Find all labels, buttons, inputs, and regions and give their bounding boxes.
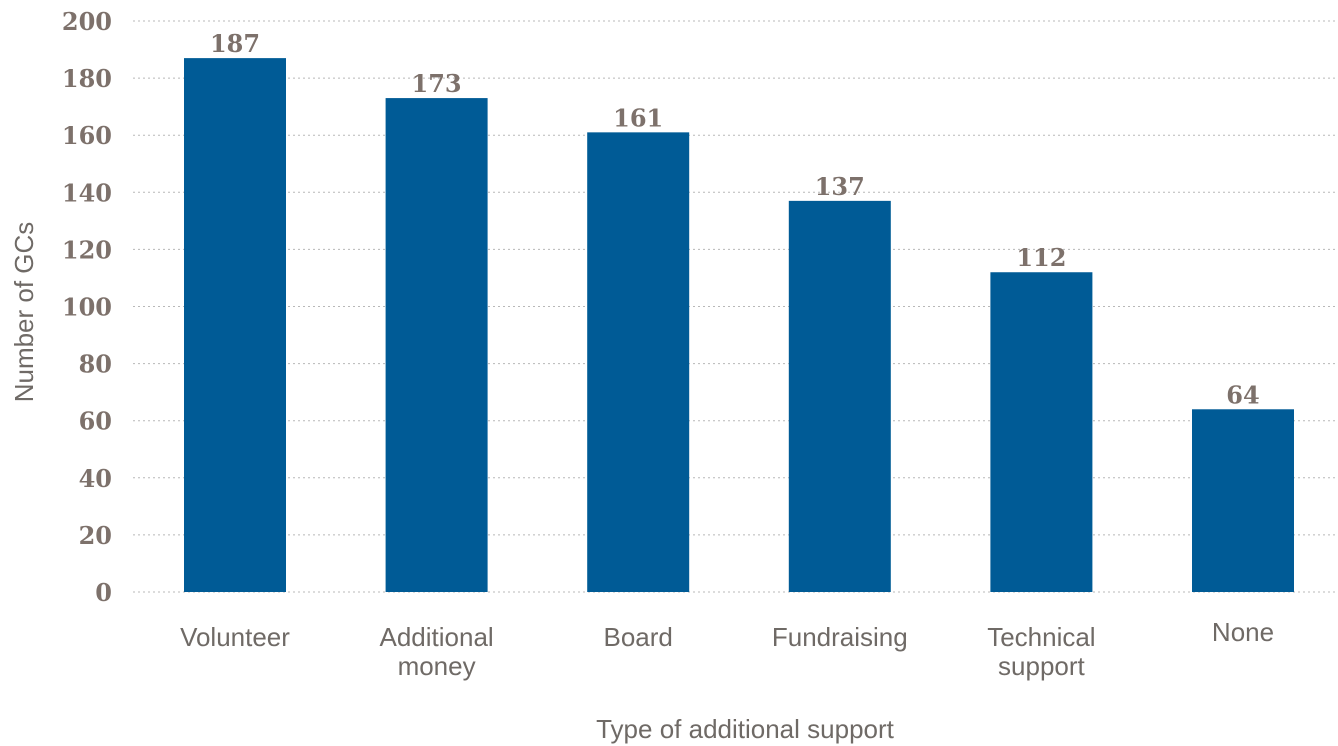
data-label: 187 xyxy=(210,29,260,58)
bar xyxy=(1192,409,1294,592)
y-tick-label: 140 xyxy=(62,178,112,207)
y-tick-label: 160 xyxy=(62,121,112,150)
y-axis-title: Number of GCs xyxy=(9,222,39,403)
x-axis-title: Type of additional support xyxy=(596,714,895,744)
x-category-label: Additional xyxy=(379,622,493,652)
x-category-label: Technical xyxy=(987,622,1095,652)
data-labels: 187 173 161 137 112 64 xyxy=(210,29,1260,409)
bar xyxy=(788,200,891,593)
data-label: 173 xyxy=(412,69,462,98)
data-label: 112 xyxy=(1016,243,1066,272)
y-tick-label: 120 xyxy=(62,235,112,264)
y-tick-label: 0 xyxy=(95,578,112,607)
gridlines xyxy=(133,20,1338,593)
data-label: 137 xyxy=(815,172,865,201)
data-label: 161 xyxy=(613,103,663,132)
x-category-label: Board xyxy=(604,622,673,652)
bar xyxy=(184,58,286,593)
y-tick-label: 200 xyxy=(62,7,112,36)
y-tick-label: 80 xyxy=(79,350,112,379)
y-tick-label: 100 xyxy=(62,293,112,322)
data-label: 64 xyxy=(1226,380,1259,409)
bar xyxy=(587,132,690,592)
bar xyxy=(990,272,1093,592)
x-category-label: Fundraising xyxy=(772,622,908,652)
y-tick-label: 60 xyxy=(79,407,112,436)
x-category-label: None xyxy=(1212,617,1274,647)
y-tick-label: 180 xyxy=(62,64,112,93)
x-category-label: Volunteer xyxy=(180,622,290,652)
bars xyxy=(184,58,1294,593)
x-category-label: support xyxy=(998,651,1085,681)
y-tick-label: 20 xyxy=(79,521,112,550)
y-axis-ticks: 0 20 40 60 80 100 120 140 160 180 200 xyxy=(62,7,112,607)
bar xyxy=(385,98,488,593)
y-tick-label: 40 xyxy=(79,464,112,493)
x-category-label: money xyxy=(398,651,476,681)
